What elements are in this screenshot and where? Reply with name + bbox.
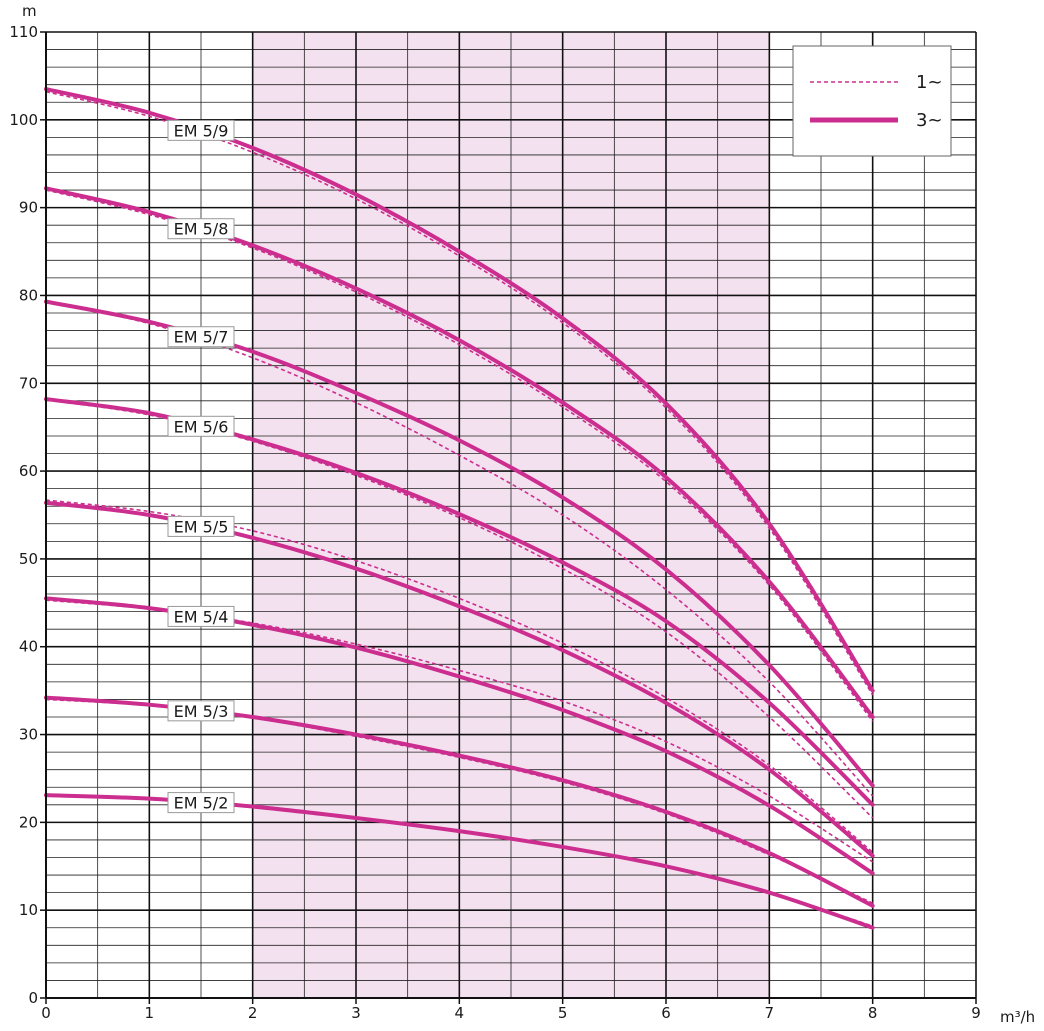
curve-label-box-em-5-7 — [167, 326, 235, 348]
y-tick-label: 20 — [19, 813, 38, 831]
x-tick-label: 0 — [41, 1004, 51, 1022]
x-tick-label: 6 — [661, 1004, 671, 1022]
curve-label-em-5-9: EM 5/9 — [174, 121, 229, 140]
y-tick-label: 110 — [9, 23, 38, 41]
x-tick-label: 3 — [351, 1004, 361, 1022]
curve-label-box-em-5-6 — [167, 415, 235, 437]
tick-labels: 0 10 20 30 40 50 60 70 80 90 100 110 0 1 2 3 4 5 6 7 8 9 — [9, 23, 980, 1022]
x-axis-title: m³/h — [1000, 1008, 1035, 1026]
x-tick-label: 9 — [971, 1004, 981, 1022]
x-tick-label: 4 — [455, 1004, 465, 1022]
axes — [40, 31, 977, 1004]
curve-label-box-em-5-2 — [167, 792, 235, 814]
x-tick-label: 2 — [248, 1004, 258, 1022]
curve-label-em-5-8: EM 5/8 — [174, 220, 229, 239]
y-tick-label: 30 — [19, 726, 38, 744]
curve-label-box-em-5-5 — [167, 515, 235, 537]
curve-label-box-em-5-9 — [167, 119, 235, 141]
curve-em-5-9-single-phase — [45, 90, 874, 696]
curve-labels: EM 5/2 EM 5/3 EM 5/4 EM 5/5 EM 5/6 EM 5/7 EM 5… — [167, 119, 235, 814]
y-tick-label: 80 — [19, 286, 38, 304]
y-tick-label: 10 — [19, 901, 38, 919]
minor-grid — [46, 32, 976, 998]
x-tick-label: 7 — [765, 1004, 775, 1022]
y-tick-label: 100 — [9, 111, 38, 129]
y-tick-label: 90 — [19, 199, 38, 217]
curve-label-box-em-5-4 — [167, 605, 235, 627]
y-tick-label: 0 — [28, 989, 38, 1007]
y-axis-title: m — [22, 2, 37, 20]
curve-label-em-5-4: EM 5/4 — [174, 607, 229, 626]
curve-label-box-em-5-8 — [167, 218, 235, 240]
legend: 1~ 3~ — [792, 45, 952, 157]
y-tick-label: 70 — [19, 374, 38, 392]
legend-box — [792, 45, 952, 157]
curve-label-em-5-7: EM 5/7 — [174, 328, 229, 347]
legend-label-single-phase: 1~ — [916, 72, 943, 93]
curve-label-em-5-3: EM 5/3 — [174, 702, 229, 721]
curve-label-em-5-2: EM 5/2 — [174, 794, 229, 813]
curve-label-em-5-5: EM 5/5 — [174, 517, 229, 536]
x-tick-label: 8 — [868, 1004, 878, 1022]
x-tick-label: 5 — [558, 1004, 568, 1022]
curve-label-box-em-5-3 — [167, 700, 235, 722]
legend-label-three-phase: 3~ — [916, 110, 943, 131]
y-tick-label: 50 — [19, 550, 38, 568]
curve-label-em-5-6: EM 5/6 — [174, 417, 229, 436]
major-grid — [46, 31, 977, 998]
y-tick-label: 60 — [19, 462, 38, 480]
curve-em-5-5-single-phase — [45, 499, 874, 853]
x-tick-label: 1 — [145, 1004, 155, 1022]
y-tick-label: 40 — [19, 638, 38, 656]
